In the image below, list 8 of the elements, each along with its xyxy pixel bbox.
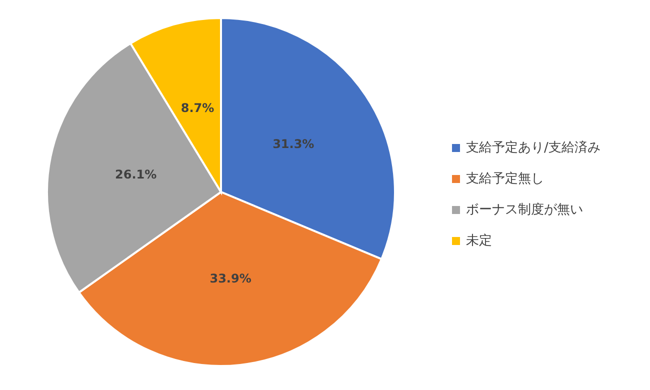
legend-label: 支給予定あり/支給済み xyxy=(466,140,600,156)
data-label: 31.3% xyxy=(272,136,314,151)
legend-label: 未定 xyxy=(466,234,492,248)
data-label: 26.1% xyxy=(114,167,157,182)
data-label: 33.9% xyxy=(210,271,252,286)
legend-label: ボーナス制度が無い xyxy=(466,202,583,218)
data-label: 8.7% xyxy=(180,101,214,116)
legend-label: 支給予定無し xyxy=(466,172,544,186)
